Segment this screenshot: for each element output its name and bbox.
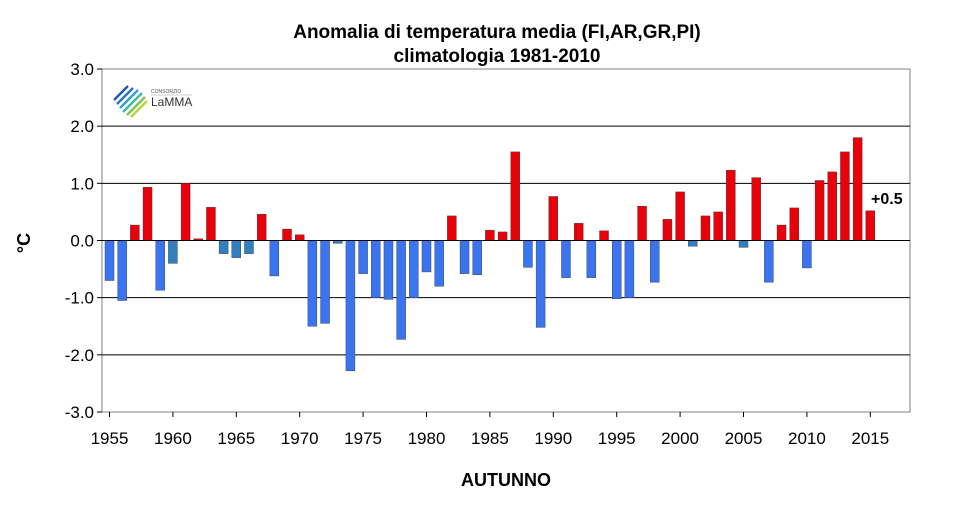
bar-1972 (320, 240, 330, 324)
bar-2006 (751, 177, 761, 241)
bar-1993 (586, 240, 597, 278)
bar-1978 (396, 240, 406, 340)
chart-subtitle: climatologia 1981-2010 (394, 46, 601, 67)
bar-2012 (827, 171, 837, 241)
bar-1970 (295, 234, 305, 241)
bar-1968 (269, 240, 280, 277)
bars (104, 137, 875, 372)
bar-1979 (409, 240, 419, 298)
bar-1989 (535, 240, 546, 328)
x-tick-label: 1955 (91, 429, 129, 448)
y-tick-label: -2.0 (65, 346, 94, 365)
bar-2009 (789, 207, 799, 241)
bar-2005 (738, 240, 749, 248)
bar-1957 (130, 224, 140, 241)
bar-1997 (637, 205, 647, 241)
y-tick-label: 2.0 (70, 117, 94, 136)
bar-2000 (675, 191, 685, 241)
bar-1966 (244, 240, 254, 254)
bar-1959 (155, 240, 165, 291)
bar-2011 (814, 180, 825, 241)
x-tick-label: 1980 (408, 429, 446, 448)
bar-1967 (256, 213, 267, 241)
bar-1994 (599, 230, 609, 241)
x-tick-label: 1975 (344, 429, 382, 448)
bar-2001 (688, 240, 698, 247)
bar-1983 (459, 240, 470, 274)
bar-2002 (700, 215, 711, 241)
bar-1998 (650, 240, 660, 283)
y-tick-label: -1.0 (65, 289, 94, 308)
last-value-annotation: +0.5 (871, 191, 903, 208)
bar-1985 (485, 230, 495, 241)
bar-1984 (472, 240, 482, 275)
x-tick-label: 1960 (154, 429, 192, 448)
bar-1964 (218, 240, 229, 254)
y-tick-label: 0.0 (70, 232, 94, 251)
bar-2003 (713, 211, 723, 241)
bar-2010 (802, 240, 812, 269)
bar-1987 (510, 151, 520, 241)
y-axis-label: °C (14, 233, 34, 253)
bar-1986 (497, 231, 508, 241)
x-tick-label: 1970 (281, 429, 319, 448)
y-tick-label: 1.0 (70, 174, 94, 193)
x-tick-label: 1965 (217, 429, 255, 448)
bar-1955 (104, 240, 115, 281)
bar-1974 (345, 240, 356, 372)
bar-1988 (523, 240, 533, 268)
x-axis-label: AUTUNNO (461, 470, 551, 490)
bar-2015 (865, 210, 875, 241)
bar-1971 (307, 240, 318, 327)
bar-1982 (447, 215, 457, 241)
bar-2008 (776, 224, 787, 241)
bar-1981 (434, 240, 444, 287)
bar-1961 (180, 183, 191, 241)
bar-1995 (612, 240, 622, 300)
bar-1996 (624, 240, 635, 298)
chart-title: Anomalia di temperatura media (FI,AR,GR,… (293, 22, 701, 43)
x-tick-label: 2015 (851, 429, 889, 448)
bar-1999 (662, 219, 673, 241)
y-tick-label: 3.0 (70, 60, 94, 79)
x-tick-label: 2005 (725, 429, 763, 448)
bar-1980 (421, 240, 432, 273)
bar-1991 (561, 240, 571, 278)
logo-name: LaMMA (151, 95, 192, 109)
bar-2013 (840, 151, 850, 241)
x-axis-ticks: 1955 1960 1965 1970 1975 1980 1985 1990 1995 2000… (91, 412, 889, 448)
logo-small-text: CONSORZIO (151, 89, 181, 95)
y-tick-label: -3.0 (65, 403, 94, 422)
bar-1976 (371, 240, 381, 298)
x-tick-label: 1995 (598, 429, 636, 448)
x-tick-label: 2000 (661, 429, 699, 448)
gridlines (102, 125, 910, 356)
bar-1963 (206, 207, 216, 241)
x-tick-label: 2010 (788, 429, 826, 448)
bar-1958 (142, 187, 153, 241)
bar-1992 (573, 223, 584, 241)
bar-2004 (726, 169, 736, 241)
bar-1960 (168, 240, 178, 264)
bar-1969 (282, 228, 292, 241)
bar-1990 (548, 196, 558, 241)
x-tick-label: 1990 (534, 429, 572, 448)
bar-2014 (852, 137, 863, 241)
bar-1977 (383, 240, 394, 300)
bar-1975 (358, 240, 368, 274)
logo-icon (113, 85, 148, 118)
bar-2007 (764, 240, 774, 283)
bar-1956 (117, 240, 127, 301)
x-tick-label: 1985 (471, 429, 509, 448)
bar-1965 (231, 240, 242, 258)
y-axis-ticks: 3.0 2.0 1.0 0.0 -1.0 -2.0 -3.0 (65, 60, 102, 422)
lamma-logo: CONSORZIO LaMMA (113, 85, 192, 118)
